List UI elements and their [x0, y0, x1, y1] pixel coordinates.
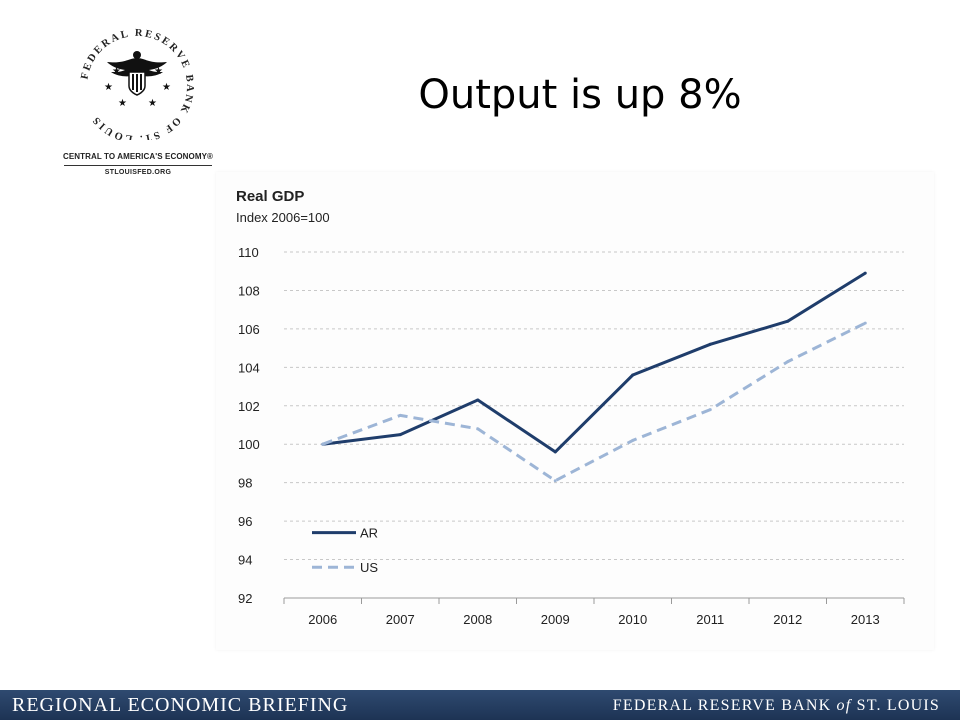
data-point-us [476, 427, 480, 431]
data-point-us [321, 442, 325, 446]
chart-grid [284, 251, 904, 561]
data-point-ar [476, 398, 480, 402]
x-tick-label: 2007 [386, 612, 415, 627]
logo-website: STLOUISFED.ORG [104, 169, 172, 176]
x-tick-label: 2006 [308, 612, 337, 627]
x-tick-label: 2012 [773, 612, 802, 627]
footer-bank-name: FEDERAL RESERVE BANK of ST. LOUIS [613, 697, 940, 715]
svg-text:★: ★ [112, 66, 121, 77]
footer-bank-name-of: of [836, 697, 852, 714]
data-point-us [398, 413, 402, 417]
series-line-ar [322, 271, 867, 454]
chart-legend: AR US [312, 526, 378, 575]
data-point-ar [553, 450, 557, 454]
x-tick-label: 2010 [618, 612, 647, 627]
chart-subtitle: Index 2006=100 [236, 210, 330, 225]
logo-tagline: CENTRAL TO AMERICA'S ECONOMY® [62, 152, 214, 161]
x-tick-label: 2009 [541, 612, 570, 627]
footer-briefing-title: REGIONAL ECONOMIC BRIEFING [12, 694, 349, 716]
svg-text:★: ★ [154, 66, 163, 77]
data-point-ar [786, 319, 790, 323]
y-tick-label: 98 [238, 476, 252, 491]
y-tick-label: 106 [238, 322, 260, 337]
data-point-ar [863, 271, 867, 275]
footer-bank-name-part1: FEDERAL RESERVE BANK [612, 697, 837, 714]
data-point-ar [631, 373, 635, 377]
y-tick-label: 92 [238, 591, 252, 606]
data-point-ar [708, 342, 712, 346]
legend-label-ar: AR [360, 526, 378, 541]
data-point-us [631, 438, 635, 442]
chart-title: Real GDP [236, 188, 305, 205]
chart-axes: 92 94 96 98 100 102 104 106 108 110 2006 2007 2008 20… [238, 245, 905, 627]
legend-label-us: US [360, 560, 378, 575]
y-tick-label: 104 [238, 360, 260, 375]
y-tick-label: 96 [238, 514, 252, 529]
svg-text:★: ★ [104, 82, 113, 93]
data-point-ar [398, 433, 402, 437]
x-tick-label: 2013 [851, 612, 880, 627]
y-tick-label: 110 [238, 245, 259, 260]
chart-panel: 92 94 96 98 100 102 104 106 108 110 2006 2007 2008 20… [216, 172, 934, 650]
y-tick-label: 94 [238, 553, 252, 568]
svg-text:★: ★ [162, 82, 171, 93]
slide-title: Output is up 8% [418, 72, 742, 118]
footer-bar: REGIONAL ECONOMIC BRIEFING FEDERAL RESER… [0, 690, 960, 720]
x-tick-label: 2011 [696, 612, 724, 627]
data-point-us [863, 321, 867, 325]
y-tick-label: 108 [238, 283, 260, 298]
data-point-us [708, 408, 712, 412]
data-point-us [786, 360, 790, 364]
federal-reserve-eagle-seal-icon: FEDERAL RESERVE BANK OF ST. LOUIS ★ ★ ★ … [79, 28, 193, 140]
y-tick-label: 100 [238, 437, 260, 452]
svg-text:★: ★ [148, 98, 157, 109]
footer-bank-name-part2: ST. LOUIS [851, 697, 940, 714]
chart-series [321, 271, 867, 483]
y-tick-label: 102 [238, 399, 260, 414]
svg-text:★: ★ [118, 98, 127, 109]
series-line-us [322, 321, 866, 483]
x-tick-label: 2008 [463, 612, 492, 627]
logo-divider [64, 165, 212, 166]
data-point-us [553, 479, 557, 483]
real-gdp-chart: 92 94 96 98 100 102 104 106 108 110 2006 2007 2008 20… [238, 245, 905, 627]
logo: FEDERAL RESERVE BANK OF ST. LOUIS ★ ★ ★ … [62, 28, 214, 184]
